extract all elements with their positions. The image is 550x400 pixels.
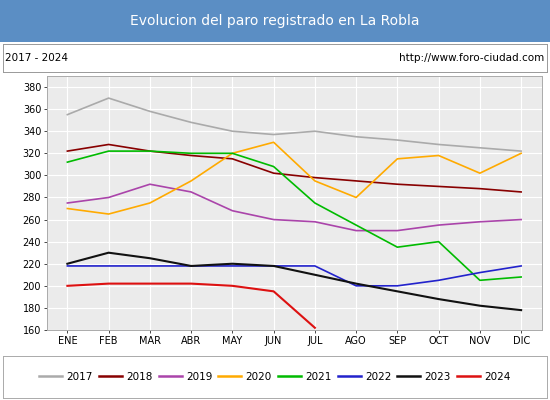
- Legend: 2017, 2018, 2019, 2020, 2021, 2022, 2023, 2024: 2017, 2018, 2019, 2020, 2021, 2022, 2023…: [35, 368, 515, 386]
- Text: http://www.foro-ciudad.com: http://www.foro-ciudad.com: [399, 53, 544, 63]
- Text: 2017 - 2024: 2017 - 2024: [6, 53, 68, 63]
- Text: Evolucion del paro registrado en La Robla: Evolucion del paro registrado en La Robl…: [130, 14, 420, 28]
